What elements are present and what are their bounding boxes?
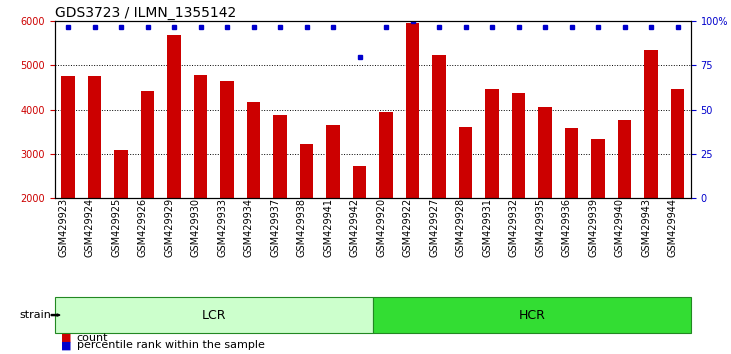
Text: GSM429933: GSM429933 (217, 198, 227, 257)
Bar (512, 93, 525, 198)
Text: HCR: HCR (518, 309, 545, 321)
Text: GSM429929: GSM429929 (164, 198, 174, 257)
Text: GSM429934: GSM429934 (243, 198, 254, 257)
Text: strain: strain (19, 310, 51, 320)
Text: GSM429925: GSM429925 (111, 198, 121, 257)
Text: GSM429932: GSM429932 (509, 198, 518, 257)
Text: count: count (77, 333, 108, 343)
Bar (194, 75, 207, 198)
Bar (115, 149, 128, 198)
Bar (353, 166, 366, 198)
Text: GDS3723 / ILMN_1355142: GDS3723 / ILMN_1355142 (55, 6, 236, 20)
Text: GSM429941: GSM429941 (323, 198, 333, 257)
Bar (433, 55, 446, 198)
Bar (247, 102, 260, 198)
Bar (618, 120, 631, 198)
Text: ■: ■ (61, 340, 71, 350)
Text: GSM429939: GSM429939 (588, 198, 598, 257)
Text: GSM429926: GSM429926 (137, 198, 148, 257)
Text: GSM429942: GSM429942 (349, 198, 360, 257)
Bar (459, 127, 472, 198)
Bar (591, 138, 605, 198)
Bar (167, 35, 181, 198)
Text: GSM429938: GSM429938 (297, 198, 306, 257)
Text: ■: ■ (61, 333, 71, 343)
Text: GSM429936: GSM429936 (561, 198, 572, 257)
Bar (141, 91, 154, 198)
Text: GSM429944: GSM429944 (667, 198, 678, 257)
Bar (61, 76, 75, 198)
Bar (671, 88, 684, 198)
Bar (539, 107, 552, 198)
Bar (221, 81, 234, 198)
Text: GSM429931: GSM429931 (482, 198, 492, 257)
Bar (565, 129, 578, 198)
Text: percentile rank within the sample: percentile rank within the sample (77, 340, 265, 350)
Text: GSM429924: GSM429924 (85, 198, 94, 257)
Text: GSM429937: GSM429937 (270, 198, 280, 257)
Bar (273, 115, 287, 198)
Text: GSM429922: GSM429922 (403, 198, 412, 257)
Bar (327, 125, 340, 198)
Text: GSM429927: GSM429927 (429, 198, 439, 257)
Text: LCR: LCR (202, 309, 226, 321)
Text: GSM429930: GSM429930 (191, 198, 200, 257)
Text: GSM429923: GSM429923 (58, 198, 68, 257)
Bar (379, 112, 393, 198)
Bar (406, 23, 419, 198)
Text: GSM429920: GSM429920 (376, 198, 386, 257)
Text: GSM429940: GSM429940 (615, 198, 624, 257)
Text: GSM429943: GSM429943 (641, 198, 651, 257)
Text: GSM429928: GSM429928 (455, 198, 466, 257)
Text: GSM429935: GSM429935 (535, 198, 545, 257)
Bar (88, 76, 101, 198)
Bar (485, 89, 499, 198)
Bar (645, 50, 658, 198)
Bar (300, 144, 313, 198)
